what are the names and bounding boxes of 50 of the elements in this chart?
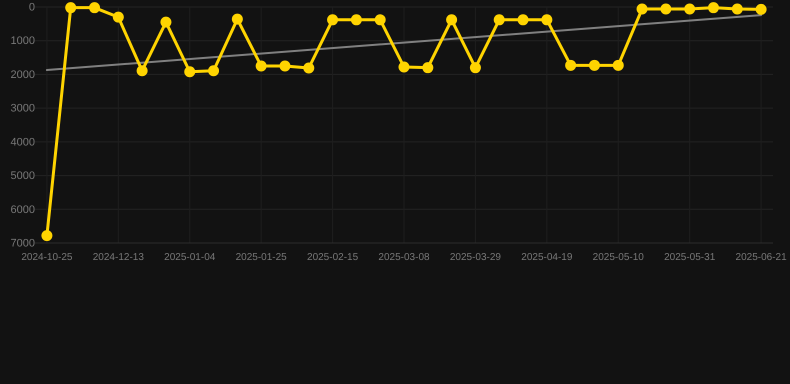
x-tick-label: 2025-02-15 xyxy=(307,252,359,264)
point xyxy=(588,60,600,71)
y-tick-label: 6000 xyxy=(10,204,35,216)
x-tick-label: 2025-01-25 xyxy=(236,252,288,264)
point xyxy=(732,4,743,15)
point xyxy=(756,4,767,15)
y-tick-label: 7000 xyxy=(10,238,35,250)
point xyxy=(89,2,100,14)
x-tick-label: 2025-05-10 xyxy=(592,252,644,264)
point xyxy=(256,60,267,72)
point xyxy=(279,60,290,72)
x-tick-label: 2025-01-04 xyxy=(164,252,216,264)
point xyxy=(470,62,481,74)
point xyxy=(208,65,220,76)
point xyxy=(232,14,243,25)
point xyxy=(494,14,505,26)
x-tick-label: 2025-06-21 xyxy=(736,252,788,264)
y-tick-label: 3000 xyxy=(10,102,35,115)
point xyxy=(541,14,552,26)
point xyxy=(565,60,576,71)
point xyxy=(136,65,148,76)
point xyxy=(518,14,529,26)
point xyxy=(684,4,696,15)
y-tick-label: 5000 xyxy=(10,170,35,182)
point xyxy=(612,60,624,71)
x-tick-label: 2025-05-31 xyxy=(664,252,716,264)
point xyxy=(660,4,672,15)
point xyxy=(327,14,338,26)
point xyxy=(398,62,410,72)
x-tick-label: 2025-04-19 xyxy=(521,252,573,264)
point xyxy=(708,2,719,14)
x-tick-label: 2024-10-25 xyxy=(21,252,73,264)
x-tick-label: 2025-03-08 xyxy=(378,252,430,264)
y-tick-label: 4000 xyxy=(10,136,35,148)
y-tick-label: 0 xyxy=(28,2,35,14)
point xyxy=(41,230,52,242)
point xyxy=(374,14,386,26)
x-tick-label: 2025-03-29 xyxy=(450,252,502,264)
point xyxy=(350,14,362,26)
x-tick-label: 2024-12-13 xyxy=(92,252,144,264)
point xyxy=(160,16,172,28)
point xyxy=(636,4,648,15)
point xyxy=(303,62,314,74)
point xyxy=(65,2,76,14)
y-tick-label: 2000 xyxy=(10,68,35,81)
point xyxy=(112,12,124,23)
point xyxy=(446,14,458,26)
y-tick-label: 1000 xyxy=(10,35,35,48)
point xyxy=(184,66,196,78)
point xyxy=(422,62,434,74)
